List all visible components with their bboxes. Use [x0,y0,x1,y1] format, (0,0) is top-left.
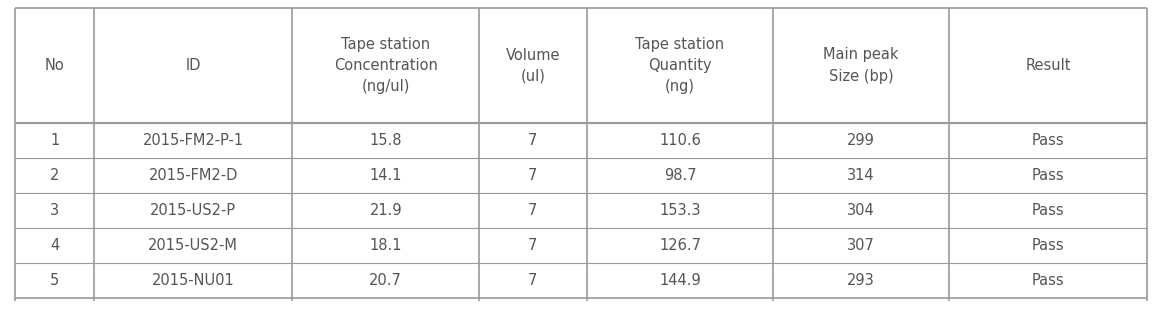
Text: 3: 3 [50,203,59,218]
Text: 1: 1 [50,133,59,148]
Text: 7: 7 [529,168,538,183]
Text: 153.3: 153.3 [659,203,701,218]
Text: 7: 7 [529,273,538,288]
Text: Pass: Pass [1032,168,1064,183]
Text: 2015-FM2-D: 2015-FM2-D [149,168,238,183]
Text: Pass: Pass [1032,273,1064,288]
Text: Result: Result [1025,58,1070,73]
Text: No: No [45,58,65,73]
Text: 2: 2 [50,168,59,183]
Text: 110.6: 110.6 [659,133,701,148]
Text: 15.8: 15.8 [370,133,402,148]
Text: 7: 7 [529,238,538,253]
Text: 2015-NU01: 2015-NU01 [152,273,235,288]
Text: Pass: Pass [1032,238,1064,253]
Text: 18.1: 18.1 [370,238,402,253]
Text: 2015-US2-M: 2015-US2-M [149,238,238,253]
Text: 144.9: 144.9 [659,273,701,288]
Text: 293: 293 [847,273,875,288]
Text: 299: 299 [847,133,875,148]
Text: 314: 314 [847,168,875,183]
Text: 4: 4 [50,238,59,253]
Text: Pass: Pass [1032,203,1064,218]
Text: 14.1: 14.1 [370,168,402,183]
Text: 7: 7 [529,203,538,218]
Text: 126.7: 126.7 [659,238,701,253]
Text: 2015-US2-P: 2015-US2-P [150,203,236,218]
Text: 7: 7 [529,133,538,148]
Text: Tape station
Concentration
(ng/ul): Tape station Concentration (ng/ul) [333,37,438,94]
Text: 20.7: 20.7 [370,273,402,288]
Text: 5: 5 [50,273,59,288]
Text: 21.9: 21.9 [370,203,402,218]
Text: Tape station
Quantity
(ng): Tape station Quantity (ng) [636,37,725,94]
Text: ID: ID [186,58,201,73]
Text: 307: 307 [847,238,875,253]
Text: Pass: Pass [1032,133,1064,148]
Text: Main peak
Size (bp): Main peak Size (bp) [824,48,899,83]
Text: 304: 304 [847,203,875,218]
Text: 2015-FM2-P-1: 2015-FM2-P-1 [143,133,244,148]
Text: Volume
(ul): Volume (ul) [505,48,560,83]
Text: 98.7: 98.7 [664,168,696,183]
